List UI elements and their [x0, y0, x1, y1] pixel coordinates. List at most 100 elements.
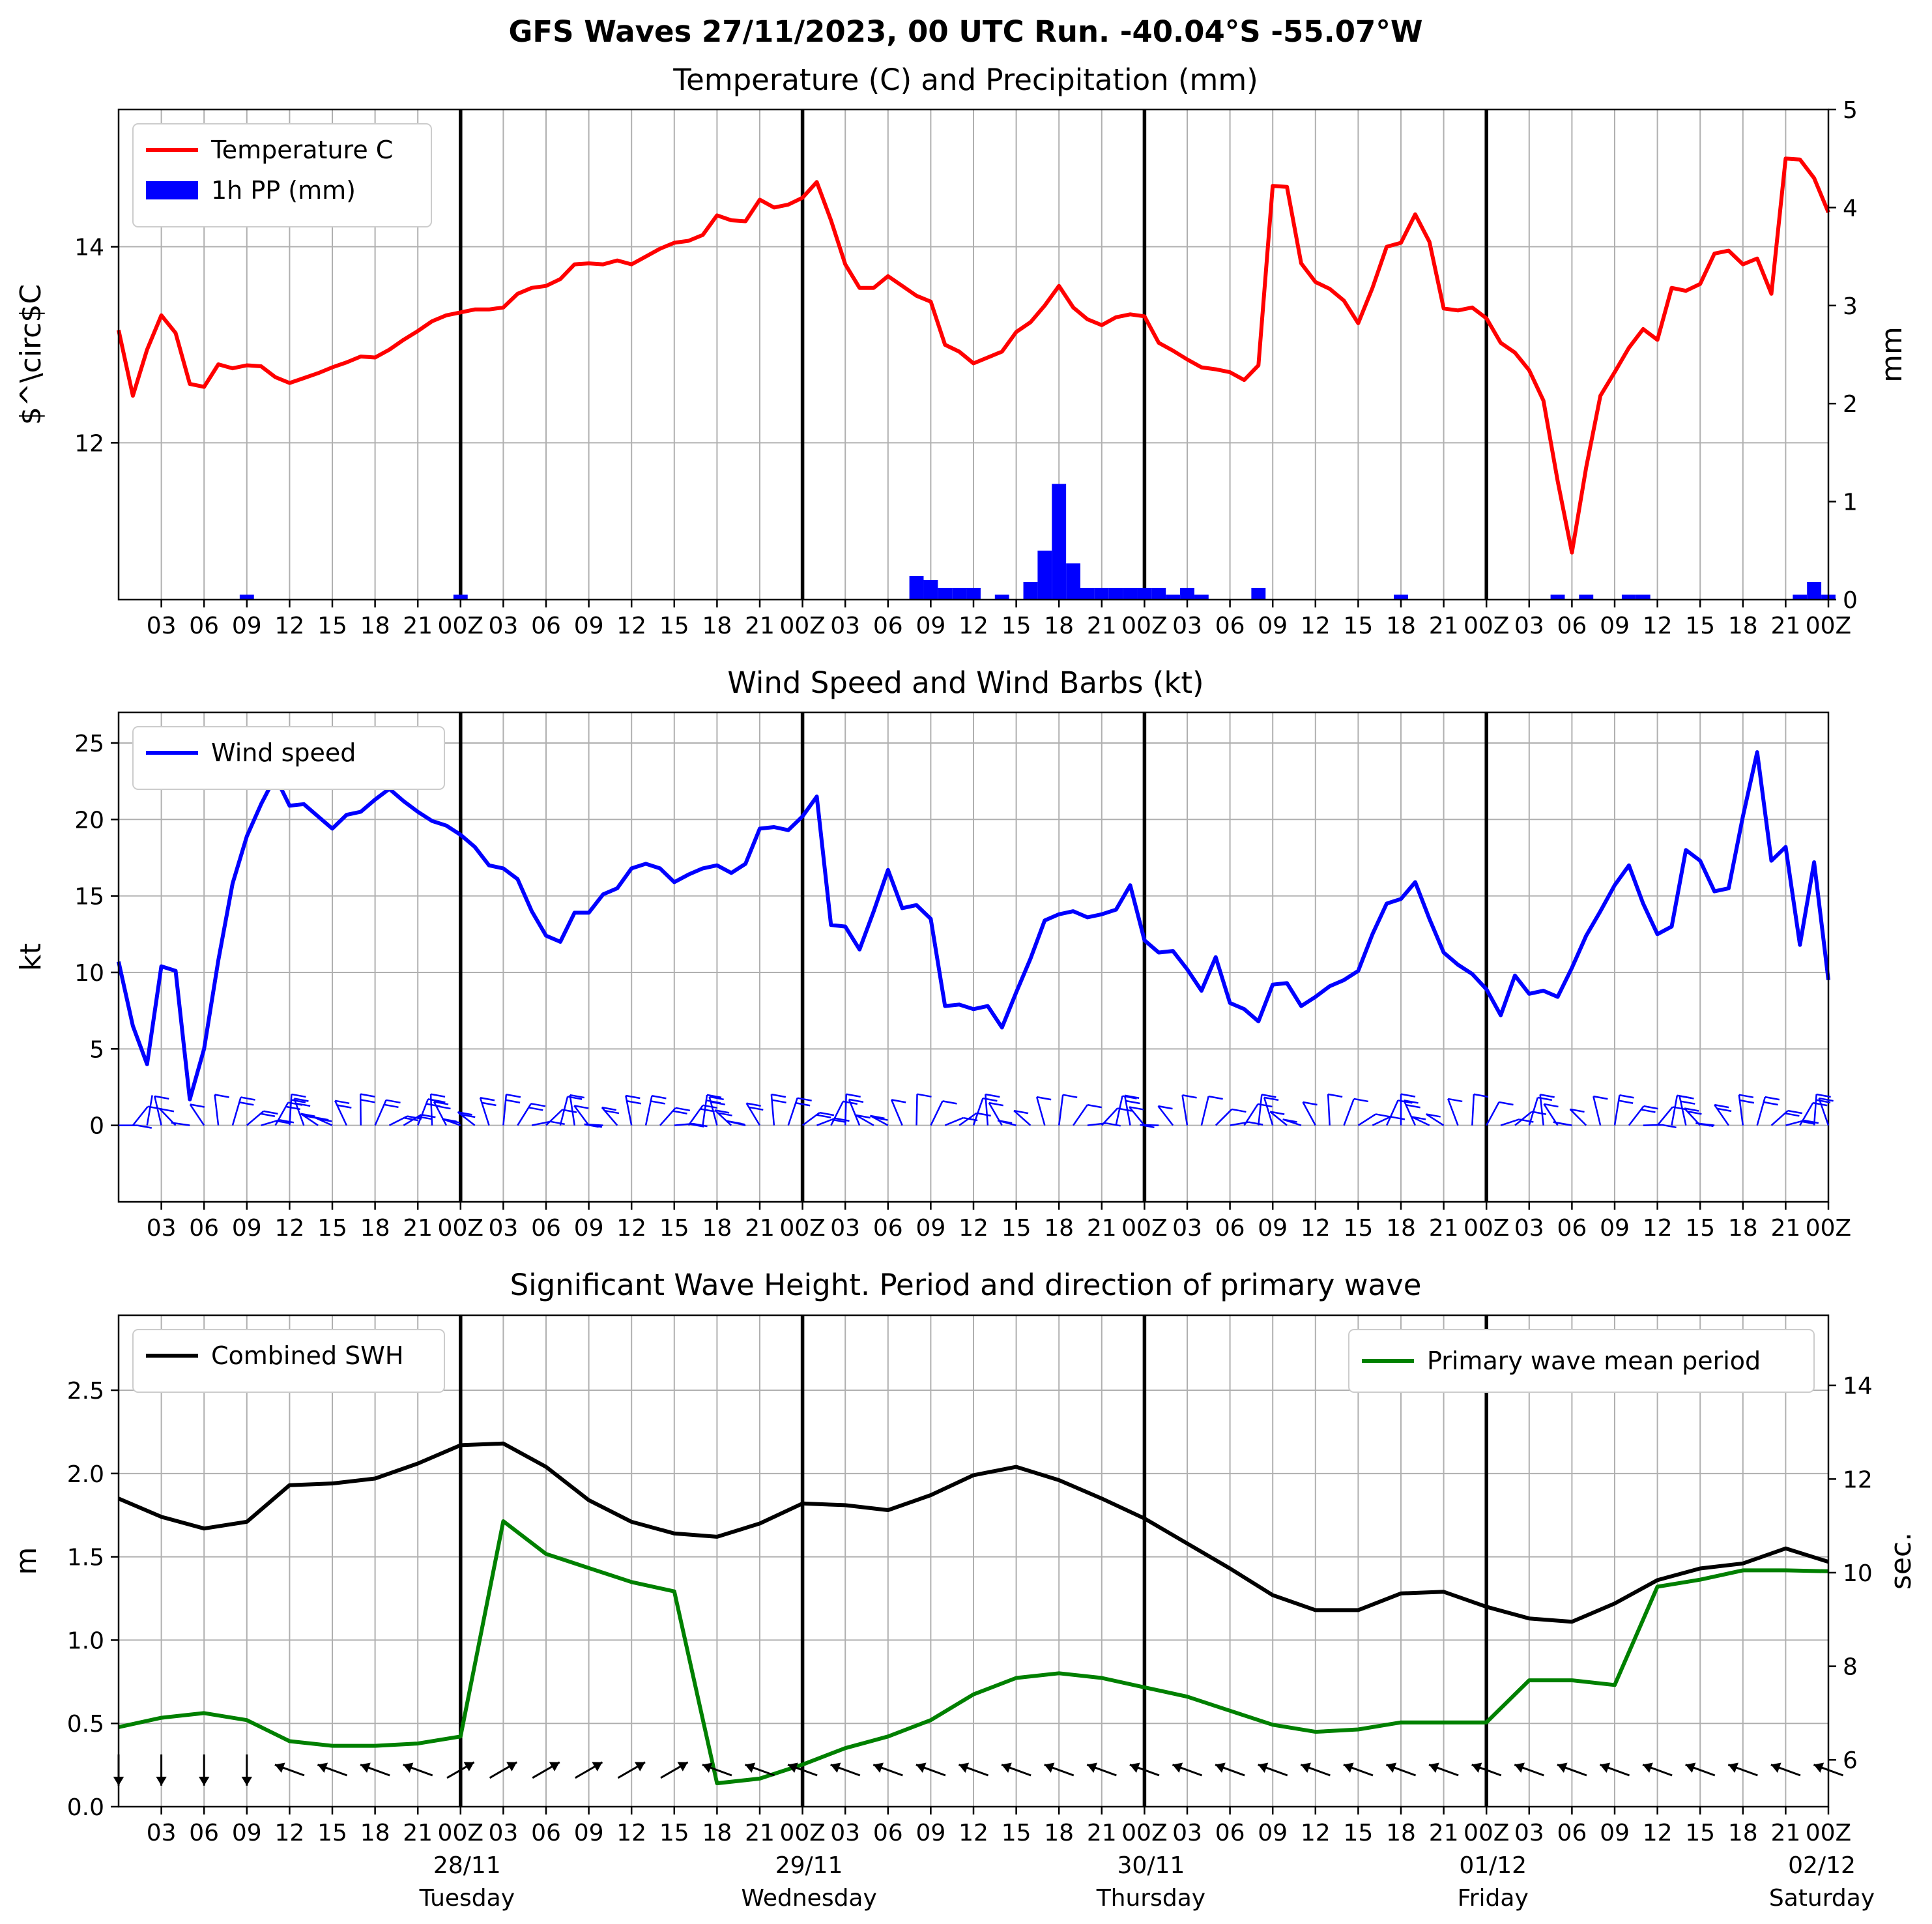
x-tick-label: 06 — [873, 1820, 903, 1846]
y-axis-label: kt — [14, 943, 48, 971]
x-tick-label: 00Z — [438, 1820, 483, 1846]
wind-barb — [1539, 1094, 1544, 1126]
wind-barb-flag — [1785, 1112, 1800, 1117]
wave-arrow-head — [592, 1762, 603, 1771]
precip-bar — [1151, 587, 1166, 600]
x-tick-label: 09 — [574, 1820, 604, 1846]
wind-barb — [1327, 1094, 1331, 1126]
wind-barb — [1157, 1105, 1174, 1126]
wave-arrow-head — [1813, 1762, 1824, 1773]
wind-barb-flag — [1124, 1094, 1140, 1099]
wind-barb — [1243, 1103, 1259, 1126]
wind-barb — [1738, 1094, 1744, 1126]
wind-barb — [1372, 1116, 1391, 1126]
wind-barb-flag — [675, 1107, 691, 1112]
precip-bar — [1807, 581, 1822, 600]
precip-bar — [239, 594, 254, 600]
wind-barb — [959, 1112, 977, 1126]
wind-barb — [559, 1096, 569, 1126]
wind-barb — [502, 1094, 508, 1126]
legend-box — [132, 726, 445, 790]
wave-arrow-head — [198, 1777, 210, 1786]
x-tick-label: 00Z — [1121, 1215, 1167, 1242]
y-tick-label: 0.0 — [67, 1794, 104, 1821]
precip-bar — [1037, 550, 1052, 600]
x-tick-label: 12 — [959, 613, 988, 639]
precip-bar — [1023, 581, 1038, 600]
x-tick-label: 21 — [403, 1215, 433, 1242]
x-tick-label: 18 — [360, 613, 390, 639]
wave-arrow-head — [1343, 1762, 1354, 1773]
precip-bar — [1579, 594, 1594, 600]
y-tick-label: 10 — [74, 960, 104, 987]
y2-tick-label: 3 — [1843, 293, 1858, 320]
series-line-0 — [117, 1441, 1829, 1624]
wind-barb-flag — [1036, 1096, 1052, 1101]
legend-label: Wind speed — [211, 738, 356, 767]
x-tick-label: 21 — [1429, 613, 1459, 639]
x-tick-label: 03 — [1514, 1215, 1544, 1242]
wind-barb — [1447, 1098, 1459, 1126]
wind-barb-flag — [700, 1108, 715, 1113]
precip-bar — [1108, 587, 1123, 600]
wind-barb-flag — [263, 1110, 278, 1115]
wind-barb — [1756, 1096, 1766, 1126]
legend-box-right — [1348, 1329, 1815, 1393]
wind-barb-flag — [710, 1101, 726, 1105]
wind-barb-flag — [1662, 1124, 1677, 1129]
wind-barb — [1263, 1097, 1274, 1126]
wind-barb-flag — [1426, 1113, 1441, 1118]
wind-barb-flag — [1303, 1101, 1318, 1106]
wind-barb-flag — [407, 1115, 422, 1120]
wind-barb-flag — [1593, 1095, 1608, 1100]
x-tick-label: 03 — [1514, 1820, 1544, 1846]
x-tick-label: 09 — [1600, 613, 1630, 639]
y-tick-label: 14 — [74, 235, 104, 261]
wave-arrow-head — [788, 1762, 798, 1773]
precip-bar — [1621, 594, 1636, 600]
wind-barb-flag — [856, 1114, 871, 1119]
wave-arrow-head — [745, 1762, 756, 1773]
wind-barb-flag — [1738, 1094, 1754, 1098]
x-tick-label: 18 — [1386, 1820, 1416, 1846]
x-tick-label: 15 — [317, 1820, 347, 1846]
wind-barb — [146, 1095, 153, 1126]
x-tick-label: 06 — [189, 1820, 219, 1846]
wind-barb-flag — [1787, 1109, 1803, 1115]
x-tick-label: 09 — [916, 1820, 945, 1846]
x-tick-label: 15 — [1685, 1820, 1715, 1846]
x-tick-label: 09 — [916, 1215, 945, 1242]
wind-barb — [1569, 1109, 1587, 1126]
y-tick-label: 20 — [74, 807, 104, 834]
wind-barb — [1813, 1094, 1817, 1126]
x-tick-label: 03 — [1172, 613, 1202, 639]
wind-barb — [429, 1094, 433, 1126]
wind-barb-flag — [819, 1111, 835, 1116]
y-tick-label: 1.0 — [67, 1627, 104, 1654]
legend-box — [132, 1329, 445, 1393]
wind-barb — [417, 1098, 429, 1126]
wind-barb-flag — [1125, 1100, 1140, 1105]
wind-barb — [1613, 1095, 1621, 1126]
x-tick-label: 00Z — [1463, 1820, 1509, 1846]
wind-barb — [856, 1114, 874, 1126]
x-tick-label: 06 — [1557, 1820, 1587, 1846]
wind-barb-flag — [1062, 1094, 1078, 1098]
wave-arrow-head — [1258, 1762, 1269, 1773]
wind-barb — [1818, 1098, 1830, 1126]
x-tick-label: 21 — [1770, 1820, 1800, 1846]
wave-arrow-head — [1514, 1762, 1525, 1773]
wind-barb-flag — [1400, 1093, 1416, 1098]
wind-barb-flag — [1816, 1093, 1831, 1098]
wave-arrow-head — [677, 1762, 688, 1771]
wind-barb-flag — [159, 1107, 175, 1113]
wind-barb-flag — [1013, 1109, 1029, 1115]
precip-bar — [952, 587, 967, 600]
precip-bar — [1123, 587, 1138, 600]
x-tick-label: 03 — [488, 613, 518, 639]
wave-arrow-head — [1471, 1762, 1482, 1773]
wave-arrow-head — [506, 1762, 517, 1771]
x-tick-label: 21 — [745, 1820, 775, 1846]
wind-barb-flag — [1353, 1098, 1369, 1103]
